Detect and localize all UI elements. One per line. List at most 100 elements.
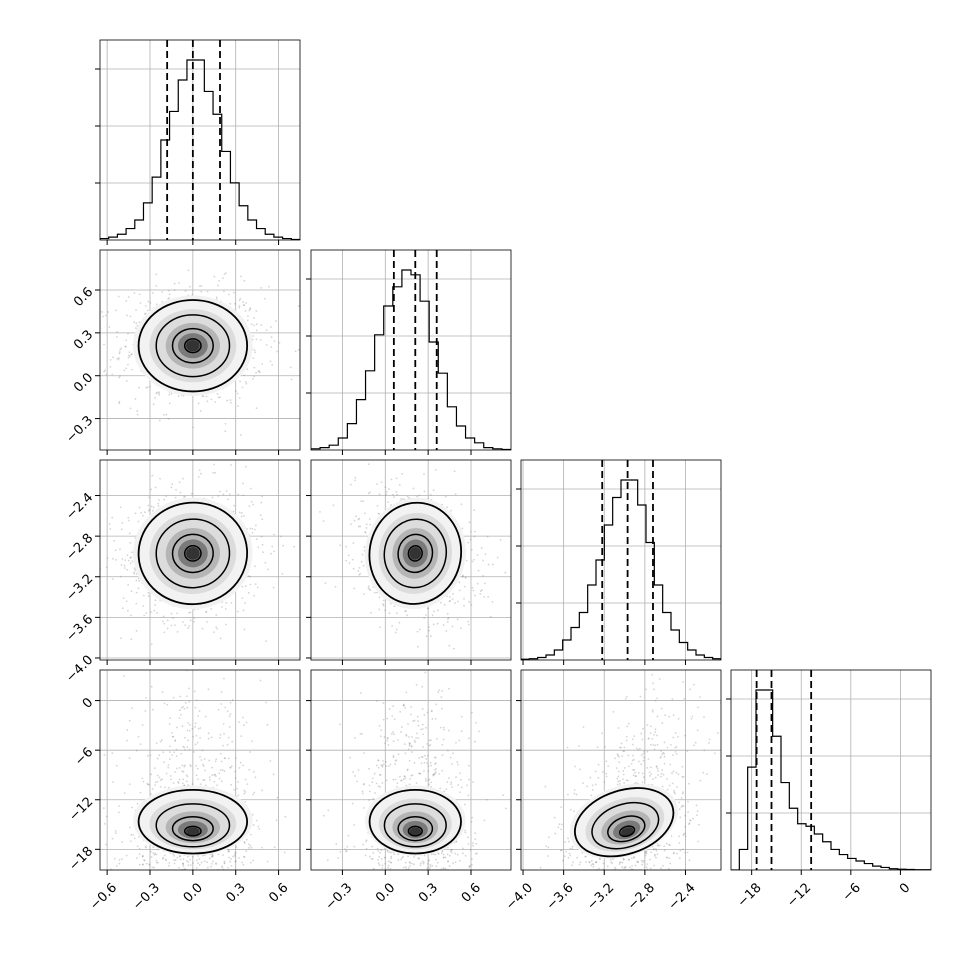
scatter-point-3-1 [410, 744, 413, 747]
scatter-point-3-1 [393, 853, 396, 856]
scatter-point-3-1 [404, 752, 407, 755]
scatter-point-2-0 [248, 505, 251, 508]
scatter-point-3-1 [365, 839, 368, 842]
scatter-point-3-1 [474, 838, 477, 841]
scatter-point-2-1 [380, 481, 383, 484]
scatter-point-3-0 [252, 859, 255, 862]
scatter-point-3-2 [635, 775, 637, 778]
scatter-point-3-1 [388, 708, 391, 710]
scatter-point-3-1 [446, 853, 449, 856]
scatter-point-3-0 [171, 754, 174, 756]
scatter-point-2-1 [442, 624, 445, 626]
scatter-point-2-1 [418, 494, 421, 497]
scatter-point-3-0 [173, 883, 175, 885]
scatter-point-1-0 [250, 243, 252, 245]
scatter-point-3-1 [385, 779, 388, 782]
scatter-point-3-0 [129, 840, 132, 843]
scatter-point-3-2 [649, 732, 652, 735]
scatter-point-3-0 [182, 881, 184, 883]
scatter-point-3-1 [363, 783, 366, 785]
scatter-point-3-0 [176, 883, 178, 885]
pair-panel-3-0 [95, 669, 301, 951]
scatter-point-3-0 [223, 949, 225, 951]
scatter-point-3-0 [158, 754, 161, 757]
scatter-point-2-1 [357, 525, 360, 528]
scatter-point-3-1 [434, 717, 437, 720]
scatter-point-3-1 [413, 863, 415, 866]
scatter-point-2-1 [443, 603, 446, 606]
scatter-point-3-1 [452, 752, 454, 755]
scatter-point-3-1 [378, 856, 381, 858]
scatter-point-3-0 [207, 732, 210, 735]
scatter-point-3-1 [437, 879, 439, 881]
scatter-point-3-0 [168, 864, 170, 867]
scatter-point-2-1 [467, 541, 470, 544]
scatter-point-3-0 [118, 805, 121, 807]
scatter-point-3-1 [323, 814, 325, 817]
scatter-point-3-0 [186, 695, 188, 698]
scatter-point-2-0 [260, 535, 263, 538]
scatter-point-2-0 [106, 557, 109, 560]
scatter-point-3-0 [245, 838, 248, 841]
scatter-point-2-1 [363, 546, 366, 548]
scatter-point-3-0 [133, 837, 136, 840]
scatter-point-3-1 [414, 741, 417, 743]
scatter-point-3-0 [199, 756, 201, 758]
scatter-point-3-0 [188, 729, 191, 732]
scatter-point-3-1 [344, 848, 346, 851]
scatter-point-2-0 [170, 486, 173, 489]
scatter-point-3-1 [462, 943, 464, 945]
scatter-point-2-0 [195, 458, 197, 460]
scatter-point-1-0 [155, 285, 158, 287]
scatter-point-3-1 [474, 934, 476, 936]
scatter-point-2-0 [147, 509, 150, 512]
scatter-point-2-0 [261, 518, 264, 521]
scatter-point-2-0 [124, 559, 127, 562]
scatter-point-2-1 [395, 628, 398, 631]
scatter-point-2-1 [347, 554, 350, 557]
scatter-point-3-1 [416, 715, 419, 718]
scatter-point-3-0 [174, 739, 177, 742]
scatter-point-3-0 [241, 909, 243, 911]
scatter-point-3-0 [173, 862, 176, 865]
scatter-point-3-0 [231, 699, 234, 701]
scatter-point-3-1 [408, 861, 411, 863]
scatter-point-2-1 [368, 588, 371, 591]
scatter-point-2-0 [137, 577, 140, 580]
scatter-point-1-0 [247, 315, 249, 318]
scatter-point-3-2 [625, 739, 628, 742]
scatter-point-3-0 [240, 735, 243, 738]
scatter-point-2-1 [428, 626, 430, 628]
scatter-point-3-1 [407, 899, 409, 901]
scatter-point-3-2 [574, 765, 576, 768]
scatter-point-2-1 [444, 495, 447, 498]
scatter-point-3-1 [396, 782, 399, 785]
panel-frame-2-0 [99, 459, 301, 661]
scatter-point-3-1 [435, 858, 437, 861]
scatter-point-3-0 [179, 901, 181, 903]
scatter-point-3-0 [213, 773, 216, 776]
contour-3-1-2 [397, 815, 434, 842]
scatter-point-3-1 [440, 852, 443, 855]
scatter-point-3-0 [237, 781, 240, 783]
scatter-point-3-0 [194, 706, 197, 709]
scatter-point-3-1 [433, 773, 435, 776]
scatter-point-3-1 [443, 867, 445, 870]
scatter-point-3-0 [177, 781, 179, 783]
scatter-point-2-0 [154, 486, 157, 489]
scatter-point-3-0 [186, 746, 189, 748]
scatter-point-1-0 [158, 391, 160, 394]
scatter-point-2-0 [247, 575, 250, 577]
scatter-point-3-1 [471, 858, 473, 861]
scatter-point-3-0 [189, 723, 191, 726]
scatter-point-3-0 [201, 873, 203, 875]
scatter-point-3-1 [412, 883, 414, 885]
scatter-point-2-1 [473, 530, 476, 533]
scatter-point-3-1 [462, 871, 464, 873]
contour-2-1-0 [368, 501, 463, 605]
scatter-point-2-1 [487, 595, 490, 598]
scatter-point-3-1 [394, 778, 397, 781]
scatter-point-2-0 [261, 543, 264, 546]
scatter-point-1-0 [152, 403, 155, 406]
